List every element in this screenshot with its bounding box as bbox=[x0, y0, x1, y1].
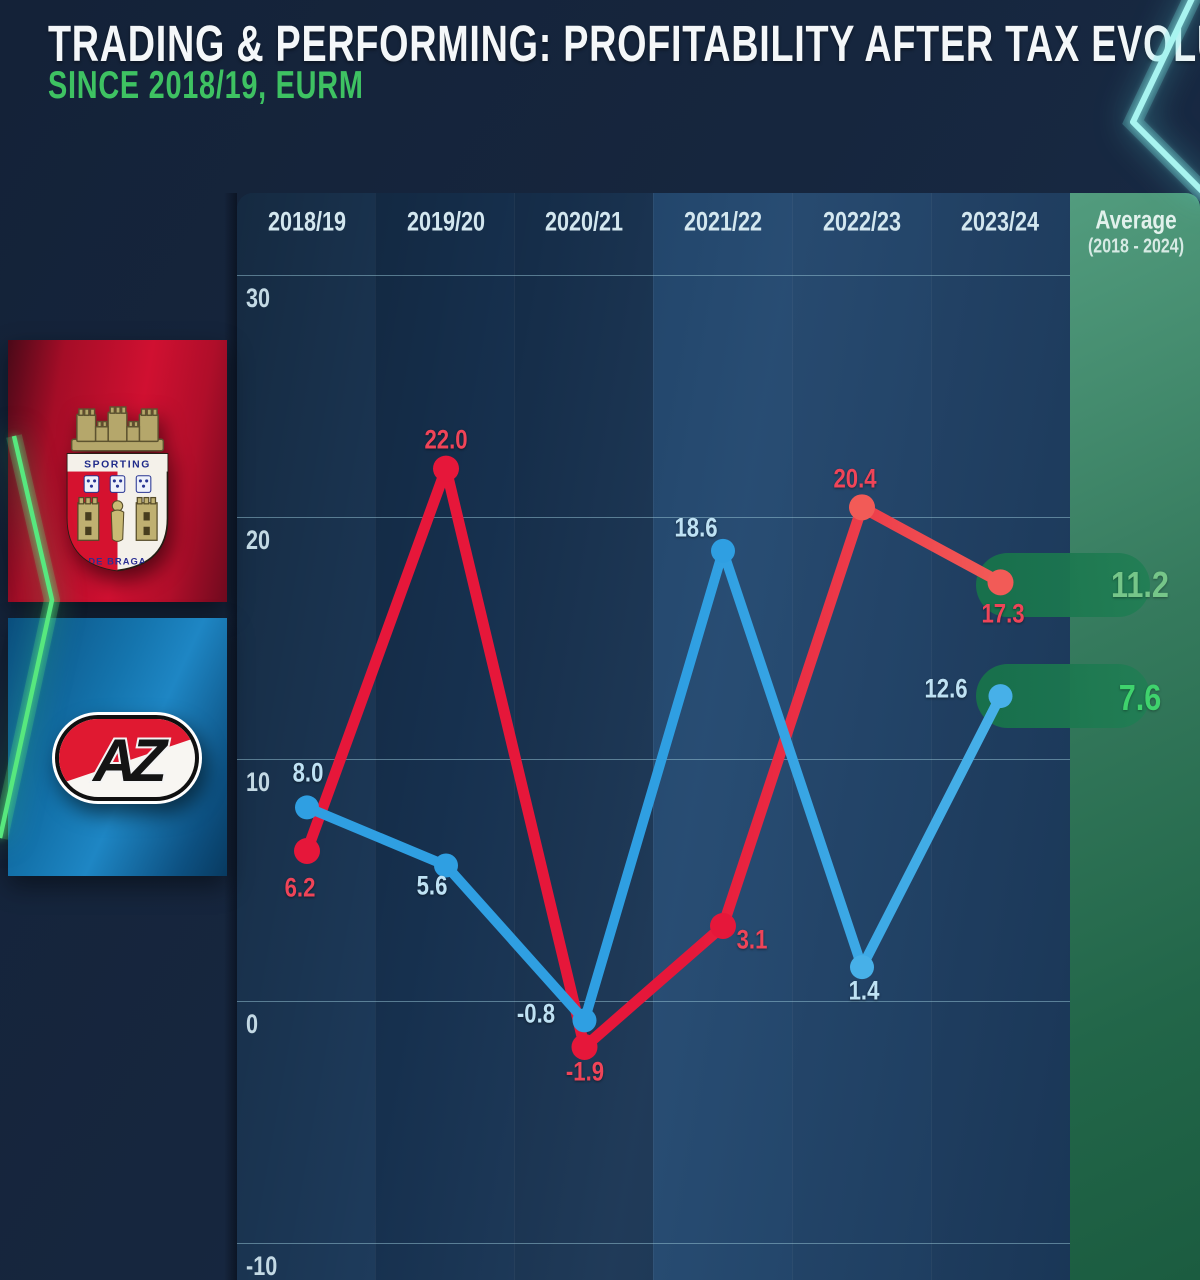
az-value-2018: 8.0 bbox=[292, 757, 324, 788]
braga-value-2019: 22.0 bbox=[424, 424, 468, 455]
y-tick-10: 10 bbox=[246, 767, 271, 797]
gridline-neg10 bbox=[237, 1243, 1070, 1244]
season-column bbox=[792, 193, 931, 1280]
season-column bbox=[237, 193, 375, 1280]
braga-value-2023: 17.3 bbox=[981, 598, 1025, 629]
page-title: TRADING & PERFORMING: PROFITABILITY AFTE… bbox=[48, 15, 1200, 72]
az-value-2020: -0.8 bbox=[516, 998, 556, 1029]
y-tick-20: 20 bbox=[246, 525, 271, 555]
az-value-2019: 5.6 bbox=[416, 870, 448, 901]
braga-average-value: 11.2 bbox=[1111, 564, 1169, 605]
braga-value-2021: 3.1 bbox=[736, 924, 768, 955]
braga-crest-text: SPORTING bbox=[84, 459, 151, 470]
season-column bbox=[514, 193, 653, 1280]
x-axis-label-2023-24: 2023/24 bbox=[960, 206, 1040, 237]
gridline-30 bbox=[237, 275, 1070, 276]
az-value-2023: 12.6 bbox=[924, 673, 968, 704]
season-column bbox=[375, 193, 514, 1280]
az-value-2022: 1.4 bbox=[848, 975, 880, 1006]
az-crest-icon: AZ bbox=[52, 712, 202, 804]
chart-plot-area bbox=[237, 193, 1070, 1280]
x-axis-label-2018-19: 2018/19 bbox=[267, 206, 347, 237]
y-tick-30: 30 bbox=[246, 283, 271, 313]
page-subtitle: SINCE 2018/19, EURM bbox=[48, 64, 364, 107]
gridline-20 bbox=[237, 517, 1070, 518]
x-axis-label-2021-22: 2021/22 bbox=[683, 206, 763, 237]
gridline-10 bbox=[237, 759, 1070, 760]
x-axis-label-2019-20: 2019/20 bbox=[406, 206, 486, 237]
y-tick-0: 0 bbox=[246, 1009, 259, 1039]
panel-shadow-seam bbox=[224, 193, 237, 1280]
braga-crest-subtext: DE BRAGA bbox=[88, 556, 146, 566]
y-tick-neg10: -10 bbox=[246, 1251, 278, 1280]
average-column-sublabel: (2018 - 2024) bbox=[1087, 235, 1185, 258]
az-logo-text: AZ bbox=[91, 727, 169, 794]
x-axis-label-2022-23: 2022/23 bbox=[822, 206, 902, 237]
braga-value-2020: -1.9 bbox=[565, 1056, 605, 1087]
braga-crest-icon: SPORTING bbox=[66, 406, 169, 572]
season-column bbox=[931, 193, 1070, 1280]
az-value-2021: 18.6 bbox=[674, 512, 718, 543]
season-column bbox=[653, 193, 792, 1280]
gridline-0 bbox=[237, 1001, 1070, 1002]
braga-value-2022: 20.4 bbox=[833, 463, 877, 494]
x-axis-label-2020-21: 2020/21 bbox=[544, 206, 624, 237]
average-column bbox=[1070, 193, 1200, 1280]
az-average-value: 7.6 bbox=[1118, 677, 1162, 718]
braga-value-2018: 6.2 bbox=[284, 872, 316, 903]
average-column-label: Average bbox=[1095, 204, 1177, 235]
